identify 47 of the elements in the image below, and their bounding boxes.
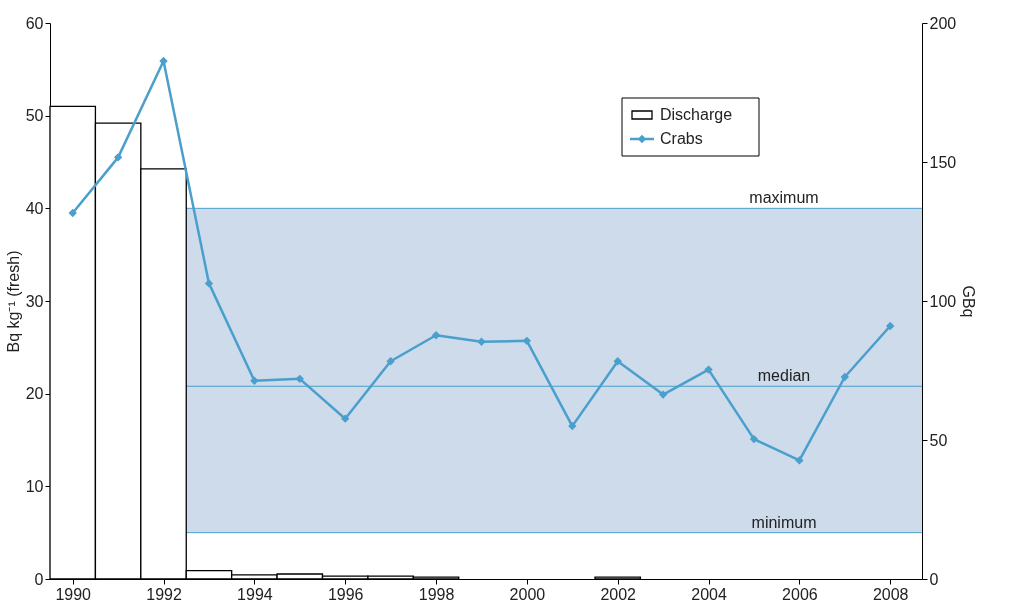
point [749, 434, 759, 444]
y2-tick-label: 150 [929, 153, 957, 171]
point [477, 337, 486, 346]
y2-tick-label: 0 [929, 570, 939, 588]
point [431, 331, 441, 340]
point [613, 357, 622, 366]
point [204, 279, 214, 288]
point [795, 456, 804, 465]
x-tick-label: 1998 [418, 585, 455, 603]
x-tick-label: 2000 [509, 585, 546, 603]
y2-axis-title: GBq [960, 285, 978, 318]
point [886, 321, 895, 331]
y2-tick-label: 50 [929, 431, 948, 449]
y-tick-label: 10 [25, 477, 44, 495]
point [840, 372, 849, 382]
y-tick-label: 60 [25, 14, 44, 32]
ref-line-label: minimum [751, 513, 817, 531]
ref-line-label: maximum [749, 189, 819, 207]
y-axis-title: Bq kg⁻¹ (fresh) [4, 250, 22, 353]
point [113, 153, 123, 162]
point [68, 208, 77, 218]
x-tick-label: 1992 [146, 585, 182, 603]
y-tick-label: 20 [25, 385, 44, 403]
x-tick-label: 2006 [782, 585, 818, 603]
ref-line-label: median [757, 367, 811, 385]
point [250, 376, 259, 385]
y-tick-label: 30 [25, 292, 44, 310]
point [295, 374, 304, 384]
legend-label: Discharge [660, 106, 733, 123]
x-tick-label: 2002 [600, 585, 637, 603]
y-tick-label: 40 [25, 199, 44, 217]
y-tick-label: 50 [25, 107, 44, 125]
point [341, 414, 350, 423]
x-tick-label: 2004 [691, 585, 727, 603]
y-tick-label: 0 [34, 570, 44, 588]
x-tick-label: 1996 [327, 585, 364, 603]
y2-tick-label: 100 [929, 292, 957, 310]
point [386, 357, 395, 366]
point [568, 421, 577, 431]
x-tick-label: 1990 [55, 585, 92, 603]
x-tick-label: 2008 [872, 585, 909, 603]
legend-label: Crabs [660, 130, 703, 147]
y2-tick-label: 200 [929, 14, 957, 32]
point [704, 365, 713, 374]
point [522, 336, 532, 346]
x-tick-label: 1994 [237, 585, 273, 603]
point [658, 390, 668, 399]
